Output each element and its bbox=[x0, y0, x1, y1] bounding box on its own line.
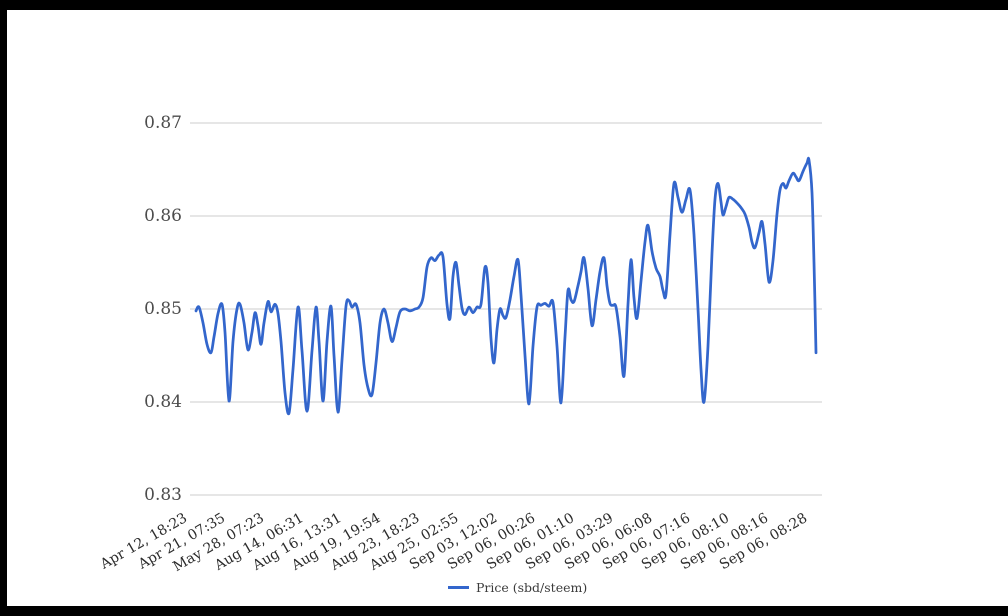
y-tick-label: 0.85 bbox=[144, 299, 182, 319]
gridlines bbox=[190, 122, 822, 496]
price-series-line bbox=[194, 156, 818, 416]
legend-label: Price (sbd/steem) bbox=[476, 580, 588, 595]
legend-line-swatch bbox=[448, 586, 469, 589]
y-tick-label: 0.83 bbox=[144, 485, 182, 505]
y-tick-label: 0.86 bbox=[144, 206, 182, 226]
y-tick-label: 0.84 bbox=[144, 392, 182, 412]
y-tick-label: 0.87 bbox=[144, 113, 182, 133]
legend: Price (sbd/steem) bbox=[448, 580, 587, 595]
